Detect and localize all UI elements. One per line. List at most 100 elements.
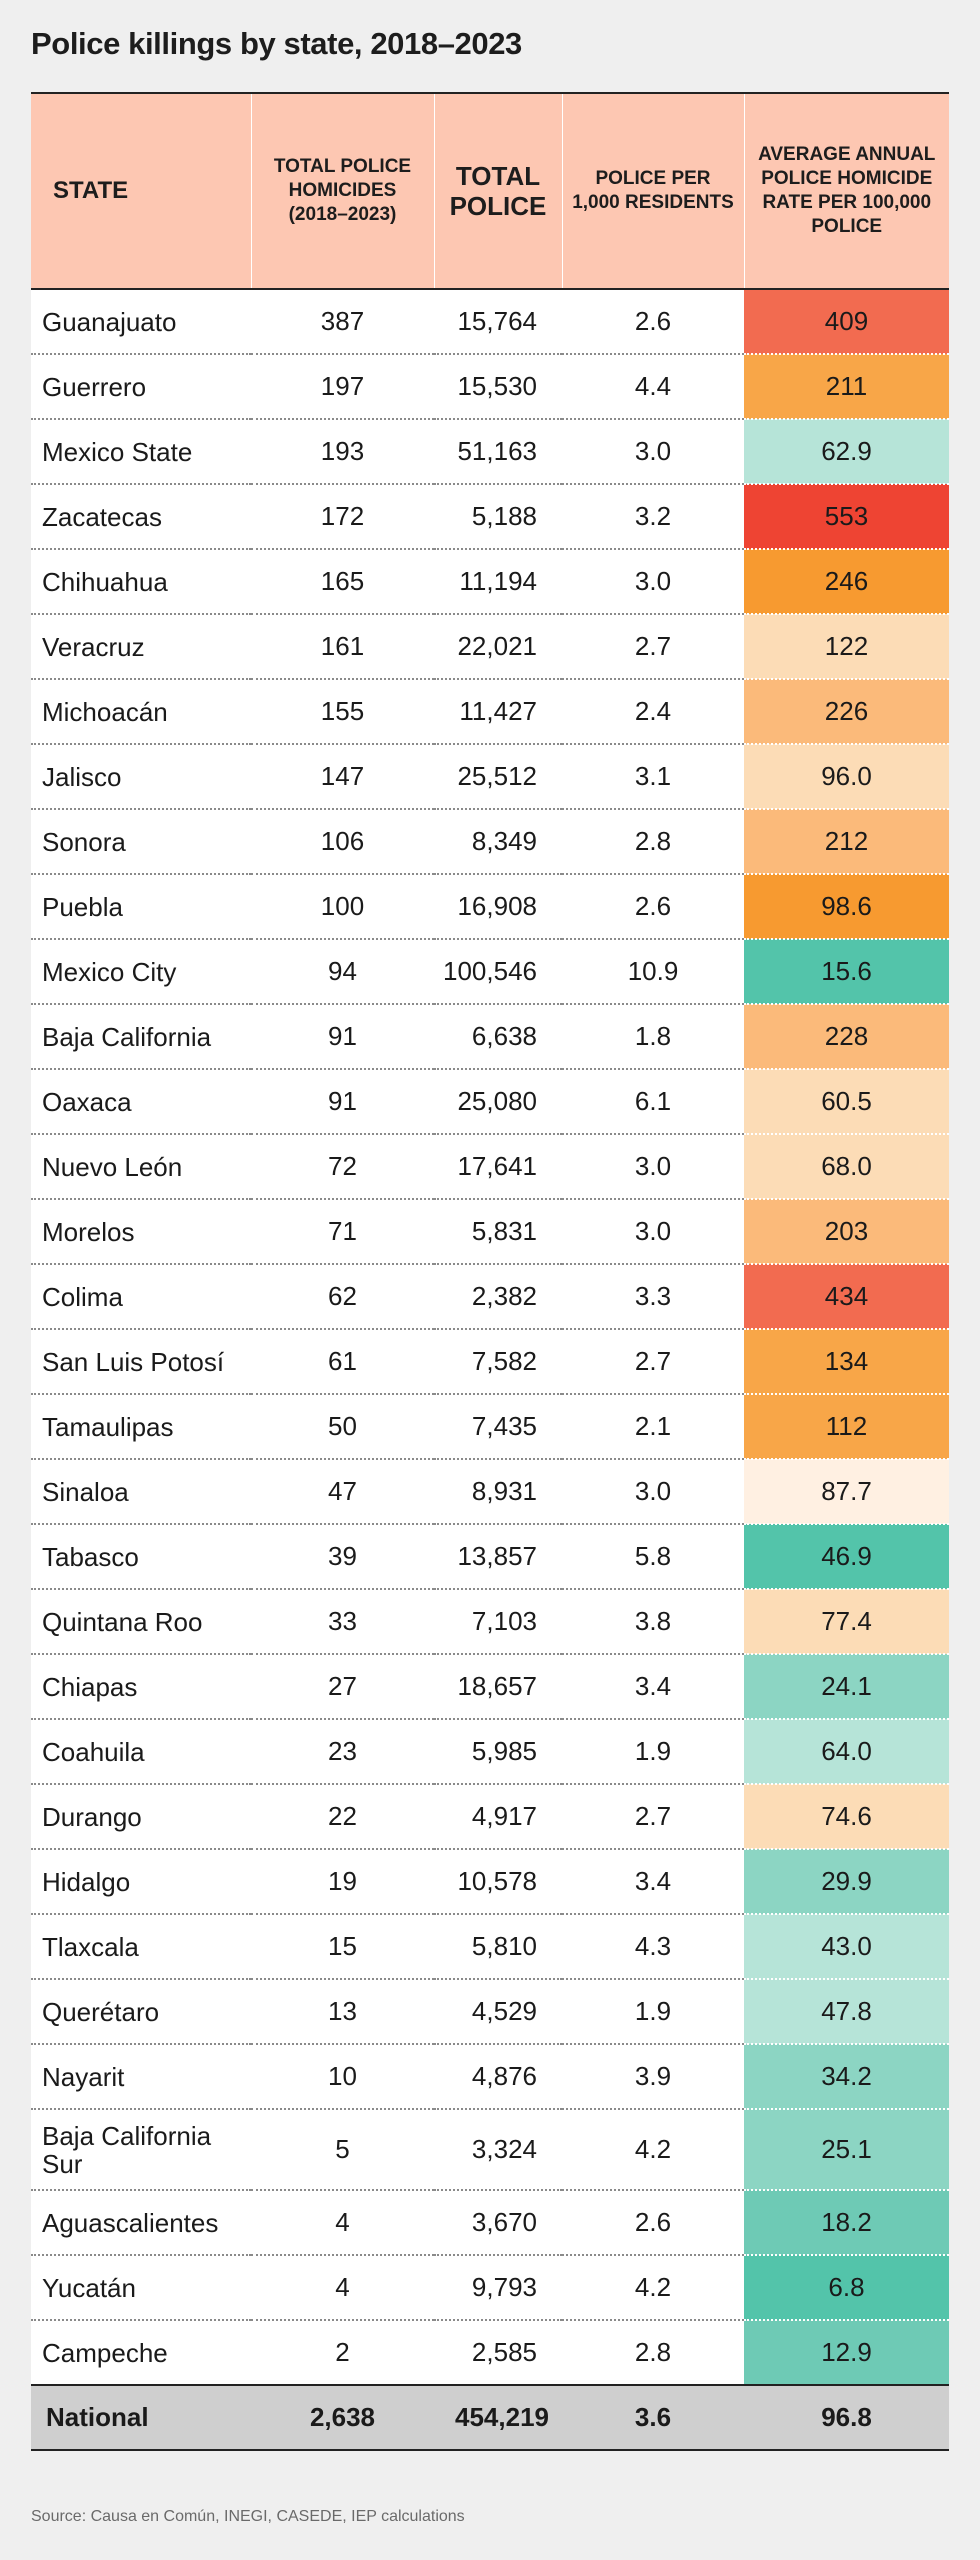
state-cell: Zacatecas: [31, 484, 251, 550]
homicides-cell: 27: [251, 1654, 434, 1720]
rate-cell: 18.2: [744, 2190, 949, 2256]
police-cell: 100,546: [434, 939, 562, 1005]
rate-cell: 122: [744, 614, 949, 680]
column-header-total-police-homicides: TOTAL POLICE HOMICIDES (2018–2023): [250, 92, 434, 290]
homicides-cell: 193: [251, 419, 434, 485]
rate-cell: 203: [744, 1199, 949, 1265]
homicides-cell: 19: [251, 1849, 434, 1915]
homicides-cell: 71: [251, 1199, 434, 1265]
table-row: Puebla 100 16,908 2.6 98.6: [31, 874, 949, 940]
state-cell: Colima: [31, 1264, 251, 1330]
police-cell: 10,578: [434, 1849, 562, 1915]
homicides-cell: 155: [251, 679, 434, 745]
table-row: Campeche 2 2,585 2.8 12.9: [31, 2320, 949, 2386]
per-1000-cell: 1.9: [562, 1979, 744, 2045]
column-header-total-police: TOTAL POLICE: [433, 92, 562, 290]
chart-title: Police killings by state, 2018–2023: [31, 26, 522, 61]
rate-cell: 24.1: [744, 1654, 949, 1720]
state-cell: Durango: [31, 1784, 251, 1850]
homicides-cell: 13: [251, 1979, 434, 2045]
police-cell: 17,641: [434, 1134, 562, 1200]
rate-cell: 409: [744, 289, 949, 355]
homicides-cell: 100: [251, 874, 434, 940]
per-1000-cell: 1.8: [562, 1004, 744, 1070]
police-cell: 9,793: [434, 2255, 562, 2321]
rate-cell: 68.0: [744, 1134, 949, 1200]
homicides-cell: 5: [251, 2109, 434, 2191]
police-cell: 7,582: [434, 1329, 562, 1395]
per-1000-cell: 2.4: [562, 679, 744, 745]
per-1000-cell: 2.7: [562, 1784, 744, 1850]
police-cell: 8,931: [434, 1459, 562, 1525]
state-cell: San Luis Potosí: [31, 1329, 251, 1395]
rate-cell: 553: [744, 484, 949, 550]
state-cell: Mexico State: [31, 419, 251, 485]
rate-cell: 64.0: [744, 1719, 949, 1785]
column-header-police-per-1000: POLICE PER 1,000 RESIDENTS: [561, 92, 744, 290]
state-cell: Guerrero: [31, 354, 251, 420]
homicides-cell: 91: [251, 1069, 434, 1135]
per-1000-cell: 3.0: [562, 1459, 744, 1525]
homicides-cell: 61: [251, 1329, 434, 1395]
homicides-cell: 4: [251, 2255, 434, 2321]
rate-cell: 112: [744, 1394, 949, 1460]
per-1000-cell: 4.2: [562, 2109, 744, 2191]
homicides-cell: 72: [251, 1134, 434, 1200]
table-row: Hidalgo 19 10,578 3.4 29.9: [31, 1849, 949, 1915]
police-cell: 25,512: [434, 744, 562, 810]
table-header: STATE TOTAL POLICE HOMICIDES (2018–2023)…: [31, 92, 949, 290]
table-row: Morelos 71 5,831 3.0 203: [31, 1199, 949, 1265]
per-1000-cell: 3.0: [562, 419, 744, 485]
rate-cell: 434: [744, 1264, 949, 1330]
table-row: Querétaro 13 4,529 1.9 47.8: [31, 1979, 949, 2045]
table-row: Chihuahua 165 11,194 3.0 246: [31, 549, 949, 615]
state-cell: Jalisco: [31, 744, 251, 810]
rate-cell: 246: [744, 549, 949, 615]
homicides-cell: 197: [251, 354, 434, 420]
table-row: Sonora 106 8,349 2.8 212: [31, 809, 949, 875]
police-cell: 16,908: [434, 874, 562, 940]
police-cell: 25,080: [434, 1069, 562, 1135]
homicides-cell: 94: [251, 939, 434, 1005]
state-cell: Puebla: [31, 874, 251, 940]
state-cell: Querétaro: [31, 1979, 251, 2045]
police-cell: 51,163: [434, 419, 562, 485]
per-1000-cell: 3.0: [562, 1134, 744, 1200]
rate-cell: 96.0: [744, 744, 949, 810]
per-1000-cell: 5.8: [562, 1524, 744, 1590]
per-1000-cell: 2.1: [562, 1394, 744, 1460]
rate-cell: 226: [744, 679, 949, 745]
table-row: Sinaloa 47 8,931 3.0 87.7: [31, 1459, 949, 1525]
homicides-cell: 47: [251, 1459, 434, 1525]
table-row: Coahuila 23 5,985 1.9 64.0: [31, 1719, 949, 1785]
state-cell: Aguascalientes: [31, 2190, 251, 2256]
police-cell: 4,529: [434, 1979, 562, 2045]
source-note: Source: Causa en Común, INEGI, CASEDE, I…: [31, 2508, 465, 2525]
rate-cell: 46.9: [744, 1524, 949, 1590]
state-cell: Veracruz: [31, 614, 251, 680]
table-row: Guerrero 197 15,530 4.4 211: [31, 354, 949, 420]
rate-cell: 134: [744, 1329, 949, 1395]
rate-cell: 15.6: [744, 939, 949, 1005]
per-1000-cell: 3.1: [562, 744, 744, 810]
table-row: Baja California 91 6,638 1.8 228: [31, 1004, 949, 1070]
police-cell: 6,638: [434, 1004, 562, 1070]
table-row: Guanajuato 387 15,764 2.6 409: [31, 289, 949, 355]
police-cell: 13,857: [434, 1524, 562, 1590]
homicides-cell: 15: [251, 1914, 434, 1980]
state-cell: Baja California Sur: [31, 2109, 251, 2191]
per-1000-cell: 4.3: [562, 1914, 744, 1980]
table-row: Mexico City 94 100,546 10.9 15.6: [31, 939, 949, 1005]
homicides-cell: 22: [251, 1784, 434, 1850]
state-cell: Chiapas: [31, 1654, 251, 1720]
rate-cell: 212: [744, 809, 949, 875]
state-cell: Quintana Roo: [31, 1589, 251, 1655]
per-1000-cell: 4.4: [562, 354, 744, 420]
table-row: Baja California Sur 5 3,324 4.2 25.1: [31, 2109, 949, 2191]
police-cell: 3,670: [434, 2190, 562, 2256]
per-1000-cell: 3.4: [562, 1849, 744, 1915]
state-cell: Coahuila: [31, 1719, 251, 1785]
table-row: Zacatecas 172 5,188 3.2 553: [31, 484, 949, 550]
per-1000-cell: 10.9: [562, 939, 744, 1005]
rate-cell: 6.8: [744, 2255, 949, 2321]
